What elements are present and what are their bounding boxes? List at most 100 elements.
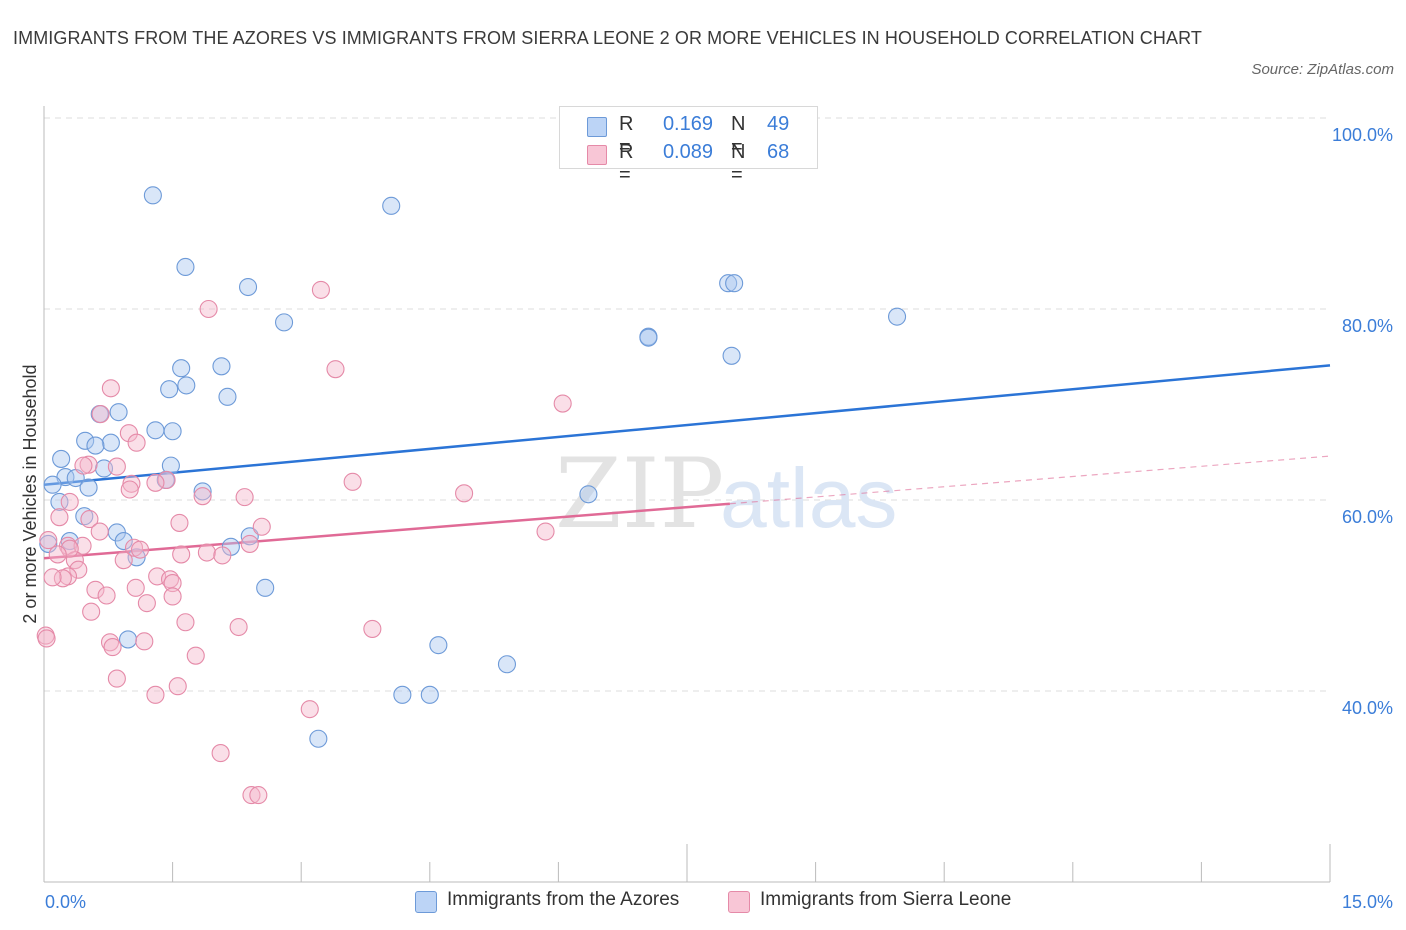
data-point-pink <box>130 540 150 559</box>
data-point-pink <box>240 534 259 553</box>
data-point-pink <box>60 539 79 558</box>
n-value: 68 <box>767 141 790 163</box>
n-value: 49 <box>767 113 790 135</box>
data-point-pink <box>199 299 218 319</box>
data-point-blue <box>719 274 738 293</box>
data-point-blue <box>497 655 517 674</box>
data-point-blue <box>420 685 439 704</box>
data-point-blue <box>722 346 741 365</box>
y-tick-label: 60.0% <box>1342 507 1393 527</box>
y-tick-label: 40.0% <box>1342 698 1393 718</box>
data-point-blue <box>146 421 165 440</box>
trend-line-pink <box>43 502 730 560</box>
legend-swatch-pink <box>728 891 750 913</box>
data-point-pink <box>43 568 62 587</box>
data-point-pink <box>107 457 126 476</box>
data-point-blue <box>86 436 105 455</box>
n-label: N = <box>731 141 746 186</box>
tick-labels: 40.0% 60.0% 80.0% 100.0% 0.0% 15.0% <box>45 125 1393 912</box>
data-point-blue <box>50 492 69 511</box>
data-point-blue <box>79 478 98 497</box>
y-axis-label: 2 or more Vehicles in Household <box>20 364 40 623</box>
data-point-pink <box>157 470 176 489</box>
data-point-pink <box>146 685 165 704</box>
data-point-blue <box>193 482 212 501</box>
trend-line-blue <box>43 364 1331 486</box>
axes <box>43 106 1331 883</box>
data-point-pink <box>107 669 126 688</box>
data-point-pink <box>82 602 101 621</box>
data-point-blue <box>163 422 182 441</box>
data-point-pink <box>229 617 248 637</box>
data-point-pink <box>249 786 268 805</box>
data-point-blue <box>101 433 120 452</box>
chart-title: IMMIGRANTS FROM THE AZORES VS IMMIGRANTS… <box>13 28 1202 48</box>
data-point-blue <box>43 475 62 494</box>
data-point-pink <box>300 700 319 719</box>
data-point-blue <box>212 357 231 376</box>
data-point-pink <box>80 510 99 529</box>
data-point-pink <box>176 613 195 632</box>
data-point-pink <box>74 456 93 475</box>
r-value: 0.169 <box>662 113 713 135</box>
data-point-blue <box>238 277 258 297</box>
data-point-pink <box>186 646 205 665</box>
data-point-pink <box>90 522 109 541</box>
trend-line-extension-pink <box>729 455 1331 505</box>
trend-lines <box>43 364 1331 560</box>
data-point-pink <box>252 517 271 536</box>
data-point-blue <box>393 685 412 704</box>
data-point-pink <box>197 543 216 562</box>
correlation-legend: R = 0.169 N = 49 R = 0.089 N = 68 <box>559 106 818 186</box>
data-point-pink <box>101 379 120 398</box>
data-point-pink <box>536 522 555 541</box>
data-point-pink <box>168 677 187 696</box>
data-point-blue <box>256 578 275 597</box>
data-point-pink <box>242 786 261 805</box>
data-point-pink <box>126 578 145 597</box>
r-value: 0.089 <box>662 141 713 163</box>
data-point-pink <box>146 473 165 492</box>
x-tick-label-min: 0.0% <box>45 892 86 912</box>
data-point-pink <box>553 394 572 413</box>
data-point-blue <box>160 380 179 399</box>
data-point-blue <box>887 307 907 326</box>
data-point-pink <box>37 629 56 648</box>
data-point-blue <box>76 431 95 450</box>
data-point-blue <box>429 636 448 655</box>
data-point-blue <box>639 328 658 347</box>
y-tick-label: 100.0% <box>1332 125 1393 145</box>
data-point-pink <box>86 580 105 599</box>
data-point-pink <box>114 551 133 570</box>
legend-swatch-pink <box>587 145 607 165</box>
data-point-pink <box>127 433 146 452</box>
data-point-pink <box>100 633 120 652</box>
data-point-blue <box>118 630 138 649</box>
r-label: R = <box>619 141 634 186</box>
data-point-blue <box>176 257 195 277</box>
data-point-blue <box>109 403 128 422</box>
data-point-pink <box>455 484 474 503</box>
data-point-blue <box>309 729 328 748</box>
data-point-pink <box>343 472 362 491</box>
data-point-pink <box>65 551 84 570</box>
data-point-blue <box>240 527 259 546</box>
data-point-pink <box>120 480 139 499</box>
data-point-pink <box>213 546 232 565</box>
y-tick-label: 80.0% <box>1342 316 1393 336</box>
watermark: ZIP atlas <box>555 438 897 550</box>
data-point-blue <box>177 376 196 395</box>
data-point-pink <box>193 487 212 506</box>
data-point-pink <box>39 531 58 550</box>
data-point-pink <box>170 513 189 532</box>
data-point-blue <box>172 359 191 378</box>
legend-label: Immigrants from the Azores <box>447 889 680 910</box>
data-point-pink <box>172 545 191 564</box>
data-point-blue <box>75 507 94 526</box>
data-point-pink <box>97 586 116 605</box>
data-point-pink <box>163 574 182 593</box>
data-point-pink <box>363 619 382 638</box>
gridlines <box>44 117 1330 692</box>
legend-swatch-blue <box>587 117 607 137</box>
